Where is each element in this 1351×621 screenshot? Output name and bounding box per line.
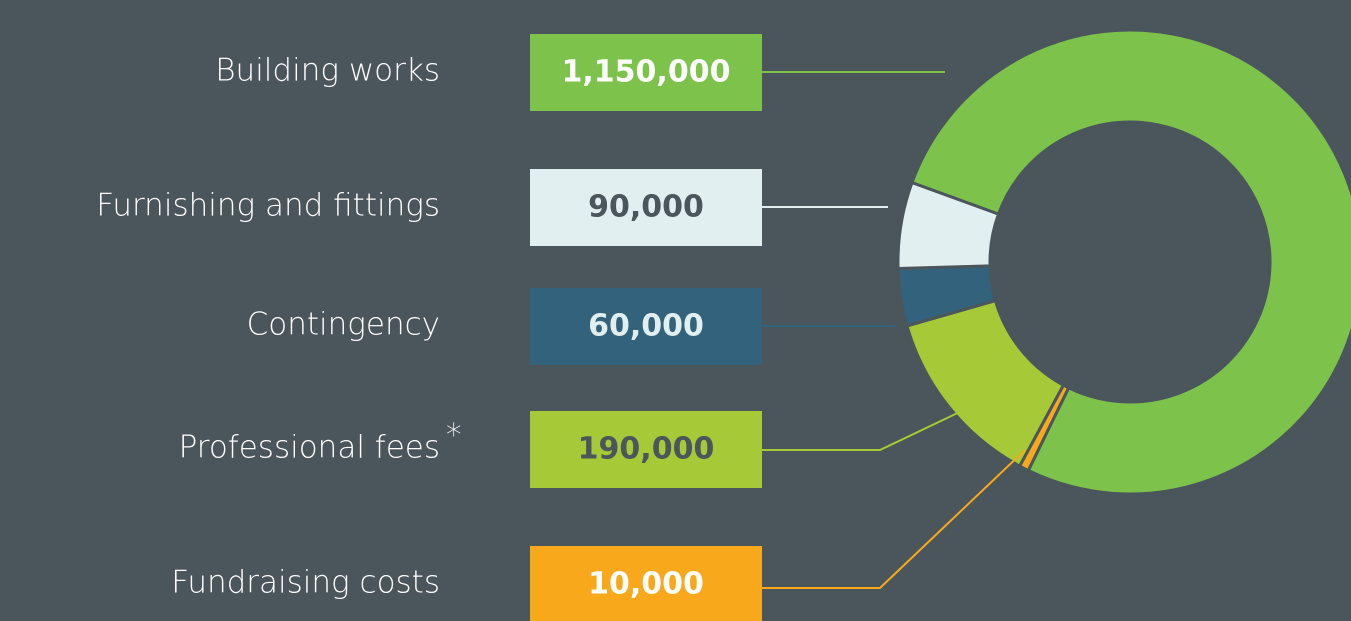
value-label: 60,000 xyxy=(588,309,704,344)
leader-line xyxy=(762,407,969,451)
category-label: Building works xyxy=(215,53,440,89)
value-label: 1,150,000 xyxy=(562,55,731,90)
value-label: 190,000 xyxy=(578,432,715,467)
donut-segment xyxy=(896,180,1001,271)
value-box xyxy=(530,34,762,111)
category-label: Contingency xyxy=(247,307,440,343)
value-label: 90,000 xyxy=(588,190,704,225)
leader-line xyxy=(762,449,1026,589)
value-box xyxy=(530,411,762,488)
category-label: Professional fees xyxy=(179,430,440,466)
value-box xyxy=(530,169,762,246)
value-box xyxy=(530,288,762,365)
category-label: Fundraising costs xyxy=(171,565,440,601)
category-label: Furnishing and fittings xyxy=(96,188,440,224)
value-box xyxy=(530,546,762,621)
value-label: 10,000 xyxy=(588,567,704,602)
donut-segment xyxy=(910,28,1351,496)
footnote-mark: * xyxy=(446,418,462,454)
